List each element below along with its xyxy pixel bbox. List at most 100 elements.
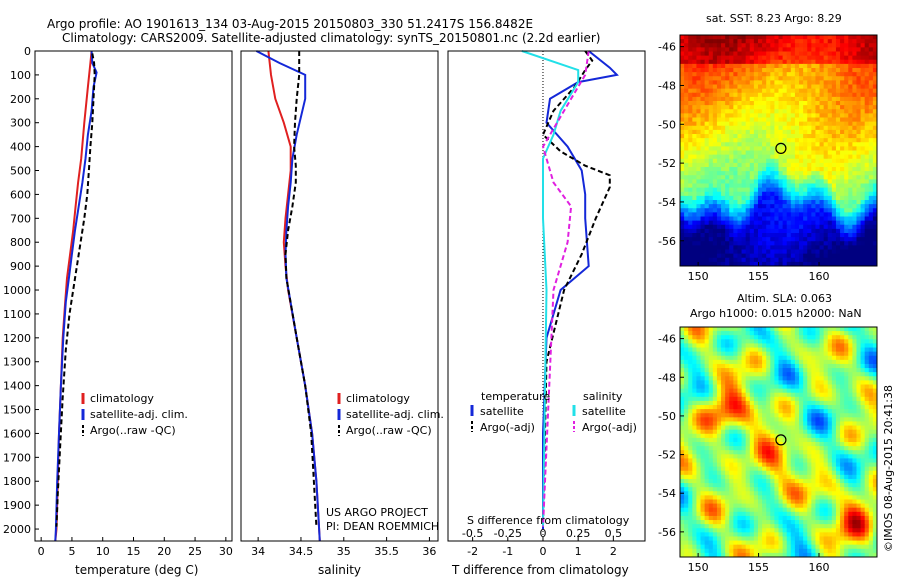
map-cell <box>733 495 739 501</box>
map-cell <box>708 363 714 369</box>
map-cell <box>831 175 837 180</box>
map-cell <box>856 368 862 373</box>
map-cell <box>688 392 693 398</box>
map-cell <box>786 237 792 242</box>
map-cell <box>790 470 796 476</box>
map-cell <box>872 129 877 135</box>
map-cell <box>716 241 722 246</box>
map-cell <box>811 241 817 246</box>
map-cell <box>848 339 853 345</box>
map-cell <box>770 154 775 160</box>
map-cell <box>827 154 833 160</box>
map-cell <box>803 88 808 94</box>
map-cell <box>799 376 804 381</box>
map-cell <box>708 101 714 106</box>
map-cell <box>835 80 841 86</box>
map-cell <box>807 121 812 127</box>
map-cell <box>716 503 722 509</box>
map-cell <box>790 179 796 185</box>
map-cell <box>840 129 845 135</box>
map-cell <box>774 396 780 402</box>
map-cell <box>872 47 877 53</box>
map-cell <box>819 179 825 185</box>
map-cell <box>786 466 792 472</box>
map-cell <box>856 39 862 44</box>
map-cell <box>696 351 702 357</box>
map-cell <box>766 400 771 406</box>
map-cell <box>704 450 710 455</box>
map-cell <box>864 396 870 402</box>
map-cell <box>737 257 743 263</box>
map-cell <box>721 384 726 390</box>
map-cell <box>716 253 722 259</box>
map-cell <box>741 84 747 90</box>
map-cell <box>790 429 796 435</box>
map-cell <box>835 228 841 234</box>
map-cell <box>704 327 710 332</box>
map-cell <box>835 491 841 496</box>
map-cell <box>782 88 788 94</box>
map-cell <box>860 405 866 410</box>
map-cell <box>790 257 796 263</box>
map-cell <box>799 470 804 476</box>
map-cell <box>708 355 714 361</box>
map-cell <box>716 134 722 139</box>
map-cell <box>823 138 829 143</box>
map-cell <box>708 129 714 135</box>
map-cell <box>782 43 788 48</box>
map-cell <box>840 421 845 427</box>
map-cell <box>799 167 804 172</box>
map-cell <box>716 117 722 123</box>
map-cell <box>782 47 788 53</box>
map-cell <box>848 92 853 98</box>
map-cell <box>782 68 788 73</box>
map-cell <box>680 261 685 266</box>
map-cell <box>790 380 796 386</box>
map-cell <box>803 417 808 423</box>
map-cell <box>749 228 755 234</box>
map-cell <box>753 446 759 451</box>
map-cell <box>835 335 841 340</box>
map-cell <box>753 405 759 410</box>
map-cell <box>766 454 771 460</box>
map-cell <box>778 351 784 357</box>
map-cell <box>872 72 877 77</box>
map-cell <box>840 413 845 418</box>
map-cell <box>790 495 796 501</box>
map-cell <box>815 204 821 209</box>
map-cell <box>721 146 726 152</box>
map-cell <box>753 372 759 377</box>
map-cell <box>852 113 858 119</box>
map-cell <box>708 413 714 418</box>
map-cell <box>692 233 698 238</box>
map-cell <box>860 146 866 152</box>
map-cell <box>700 39 706 44</box>
map-cell <box>684 359 689 365</box>
map-cell <box>840 121 845 127</box>
map-cell <box>729 368 734 373</box>
map-cell <box>811 335 817 340</box>
map-cell <box>725 442 730 447</box>
map-cell <box>860 117 866 123</box>
map-cell <box>766 327 771 332</box>
map-cell <box>794 413 800 418</box>
map-cell <box>778 51 784 57</box>
map-cell <box>774 261 780 266</box>
map-cell <box>716 499 722 505</box>
map-cell <box>692 200 698 205</box>
map-cell <box>778 162 784 168</box>
map-cell <box>840 470 845 476</box>
map-cell <box>803 376 808 381</box>
map-cell <box>860 261 866 266</box>
map-cell <box>852 433 858 439</box>
map-cell <box>856 105 862 110</box>
map-cell <box>852 162 858 168</box>
map-cell <box>733 454 739 460</box>
map-cell <box>844 183 849 189</box>
map-cell <box>831 462 837 468</box>
map-cell <box>807 245 812 251</box>
map-cell <box>786 413 792 418</box>
map-cell <box>782 487 788 492</box>
map-cell <box>757 80 763 86</box>
map-cell <box>721 458 726 464</box>
